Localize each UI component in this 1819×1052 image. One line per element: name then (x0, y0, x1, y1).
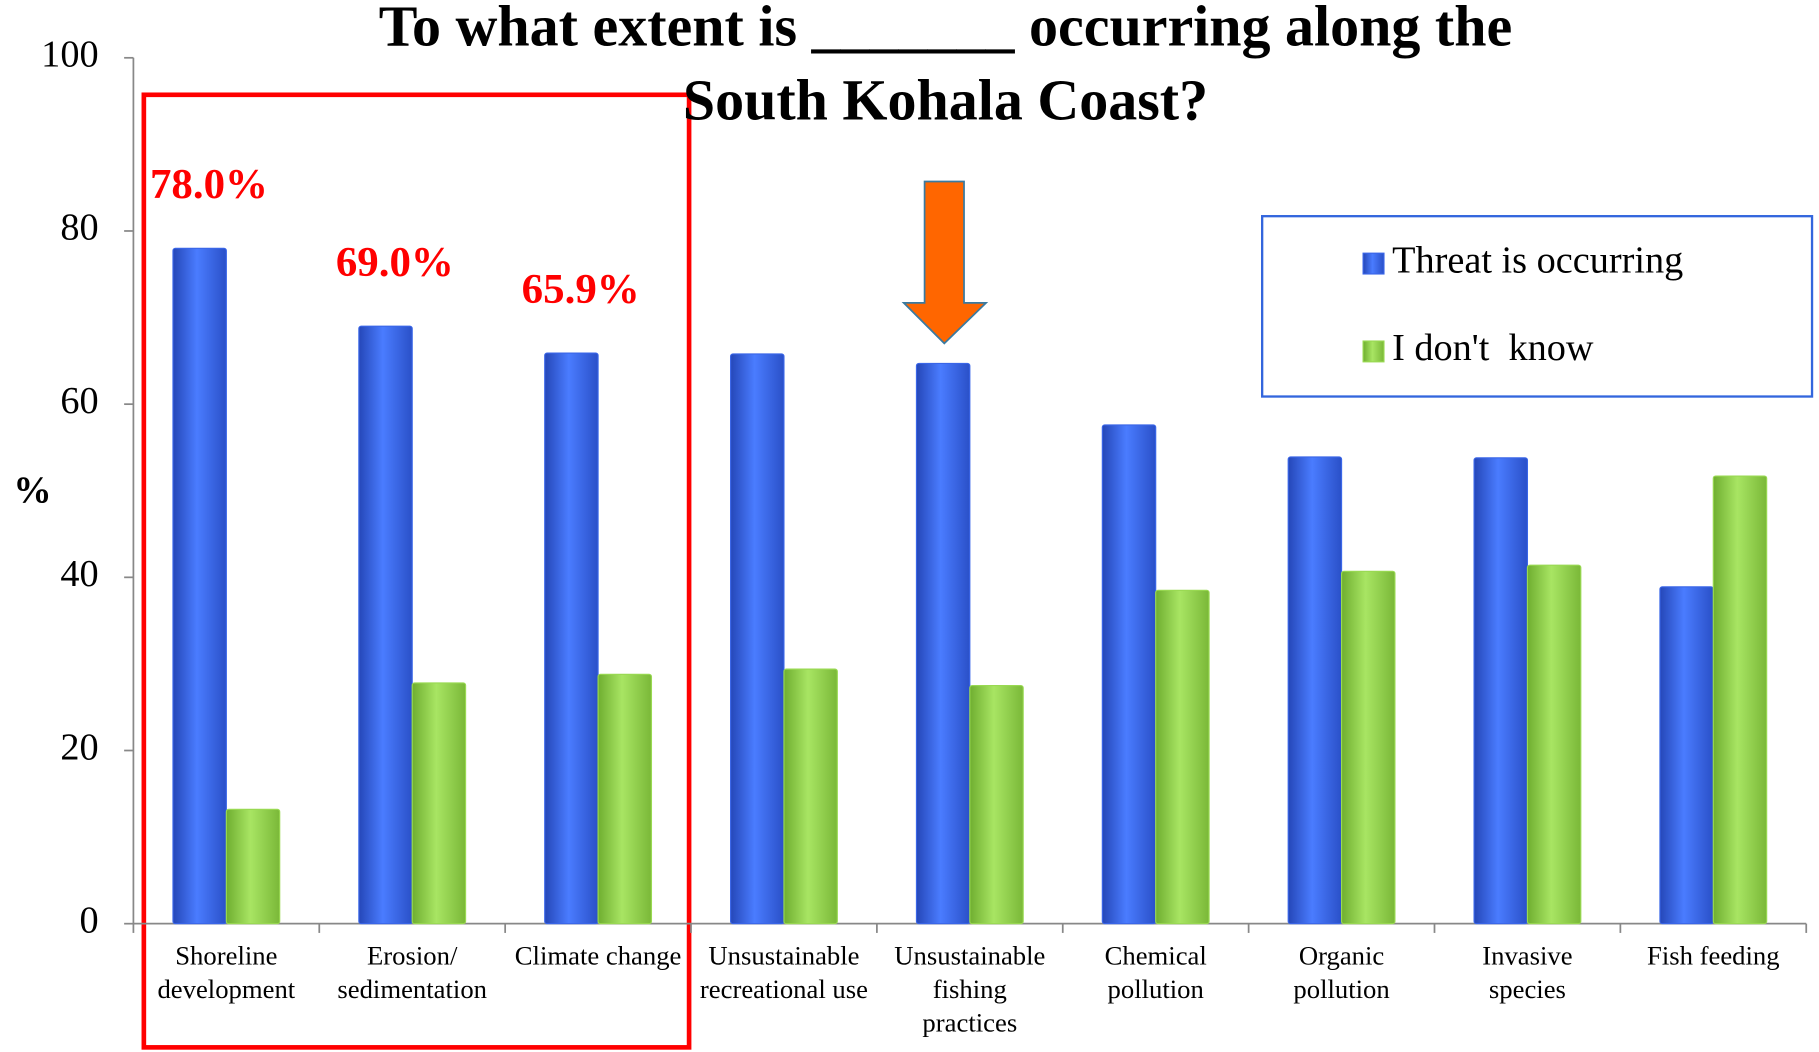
legend-label: I don't know (1392, 327, 1594, 369)
x-tick-label: Unsustainable fishing practices (894, 941, 1045, 1038)
legend-swatch (1362, 340, 1385, 363)
y-tick-label: 40 (60, 553, 98, 595)
bar (1340, 570, 1396, 925)
x-tick-label: Organic pollution (1293, 941, 1389, 1004)
x-tick-label: Chemical pollution (1105, 941, 1207, 1004)
x-tick-label: Erosion/sedimentation (337, 941, 487, 1004)
legend-box (1261, 215, 1814, 398)
bar (1101, 424, 1157, 925)
x-tick-label: Fish feeding (1647, 941, 1780, 971)
bar (358, 325, 413, 925)
bar (172, 247, 227, 925)
arrow (901, 180, 989, 345)
bar (1712, 475, 1768, 925)
bar (969, 684, 1024, 925)
bar (783, 668, 838, 925)
y-tick-label: 20 (60, 726, 98, 768)
x-tick-label: Unsustainable recreational use (700, 941, 868, 1004)
legend-label: Threat is occurring (1392, 239, 1683, 281)
bar (730, 353, 785, 925)
x-tick-label: Climate change (515, 941, 682, 971)
value-label: 78.0% (150, 161, 268, 208)
y-tick-label: 0 (79, 899, 98, 941)
value-label: 69.0% (336, 239, 454, 286)
x-tick-label: Invasive species (1482, 941, 1572, 1004)
bar (1155, 589, 1210, 925)
x-tick-label: Shoreline development (157, 941, 295, 1004)
highlight-box (141, 92, 692, 1050)
legend-swatch (1362, 252, 1385, 275)
bar (544, 352, 599, 925)
y-axis-label: % (13, 469, 51, 511)
bar (1659, 586, 1714, 925)
y-tick-label: 80 (60, 207, 98, 249)
bar (411, 682, 467, 925)
bar (1473, 457, 1529, 925)
bar (597, 673, 653, 925)
bar (1526, 564, 1582, 925)
bar (915, 362, 971, 925)
chart-title: To what extent is _______ occurring alon… (379, 0, 1512, 133)
bar (1287, 456, 1343, 925)
value-label: 65.9% (522, 266, 640, 313)
y-tick-label: 100 (41, 34, 98, 76)
y-tick-label: 60 (60, 380, 98, 422)
bar (225, 808, 281, 925)
